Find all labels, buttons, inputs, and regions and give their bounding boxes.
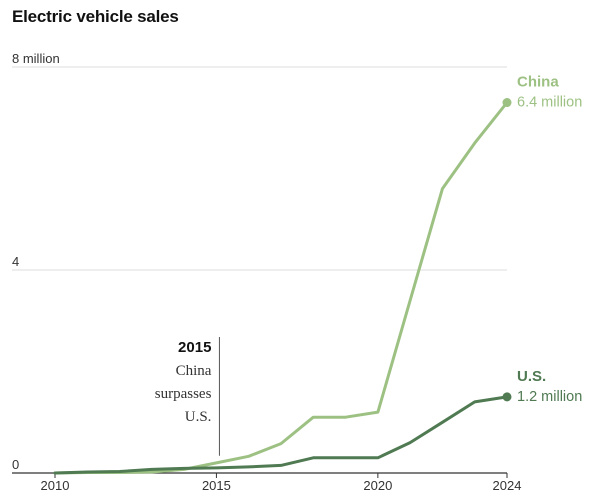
y-tick-label: 4 (12, 254, 19, 269)
series-line-u-s (53, 395, 509, 475)
grid-layer: 0 4 8 million 2010 2015 2020 2024 (12, 51, 521, 493)
annotation-text-line: China (176, 363, 212, 379)
y-tick-label: 8 million (12, 51, 60, 66)
x-tick-label: 2010 (41, 478, 70, 493)
annotation-layer: 2015 China surpasses U.S. (155, 337, 220, 456)
annotation-text-line: U.S. (185, 409, 212, 425)
label-layer: China 6.4 million U.S. 1.2 million (517, 74, 582, 405)
x-tick-label: 2024 (493, 478, 522, 493)
x-tick-label: 2020 (363, 478, 392, 493)
series-line-china (53, 101, 509, 475)
series-endpoint-china (502, 98, 512, 108)
series-endpoint-u-s (502, 392, 512, 402)
series-layer (53, 98, 512, 475)
x-tick-label: 2015 (202, 478, 231, 493)
series-value-label-u-s: 1.2 million (517, 389, 582, 405)
series-value-label-china: 6.4 million (517, 95, 582, 111)
annotation-year: 2015 (178, 339, 211, 356)
y-tick-label: 0 (12, 457, 19, 472)
chart-title: Electric vehicle sales (12, 7, 179, 26)
series-name-label-u-s: U.S. (517, 368, 546, 385)
series-name-label-china: China (517, 74, 559, 91)
annotation-text-line: surpasses (155, 386, 212, 402)
